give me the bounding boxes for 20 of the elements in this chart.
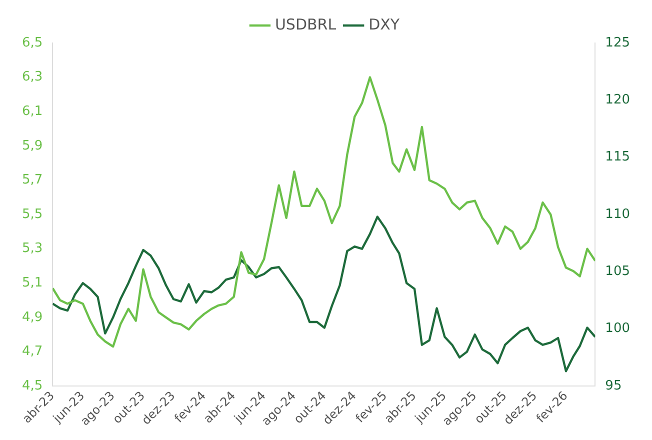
y2-tick-label: 120 <box>605 92 630 108</box>
y2-tick-label: 125 <box>605 35 630 50</box>
y-tick-label: 4,9 <box>22 310 43 325</box>
y-tick-label: 6,1 <box>22 104 43 119</box>
legend-label: DXY <box>368 15 400 34</box>
y2-tick-label: 110 <box>605 206 630 222</box>
y2-tick-label: 105 <box>605 264 630 280</box>
y-tick-label: 6,5 <box>22 35 43 50</box>
y2-tick-label: 95 <box>605 378 622 394</box>
y-tick-label: 5,3 <box>22 241 43 256</box>
y-tick-label: 4,7 <box>22 344 43 360</box>
y-tick-label: 5,5 <box>22 206 43 222</box>
y-tick-label: 5,9 <box>22 138 43 154</box>
y2-tick-label: 115 <box>605 150 630 165</box>
y-tick-label: 5,1 <box>22 275 43 290</box>
y-tick-label: 6,3 <box>22 70 43 85</box>
y-tick-label: 5,7 <box>22 172 43 188</box>
legend-label: USDBRL <box>274 15 337 34</box>
y2-tick-label: 100 <box>605 321 630 336</box>
y-tick-label: 4,5 <box>22 378 43 394</box>
